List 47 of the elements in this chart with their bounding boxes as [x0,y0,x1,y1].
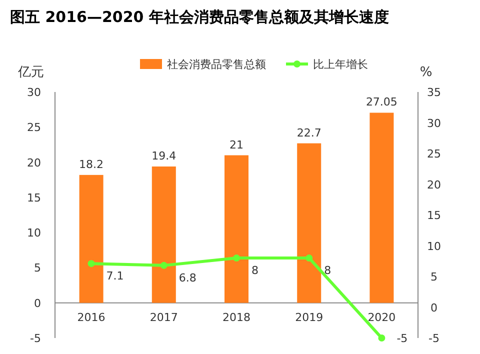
y2-tick-label: 5 [430,270,438,284]
bar [79,174,104,303]
legend-label: 比上年增长 [313,58,368,71]
data-label: 21 [230,138,244,152]
y-tick-label: 15 [27,191,41,204]
data-label: 27.05 [366,96,398,109]
chart-title: 图五 2016—2020 年社会消费品零售总额及其增长速度 [10,8,389,26]
data-label: -5 [396,332,408,345]
y-tick-label: 20 [27,156,41,170]
x-tick-label: 2016 [77,310,106,324]
bar [152,166,176,303]
y2-tick-label: 10 [427,240,441,253]
point [88,260,95,268]
bar [297,143,322,303]
y-tick-label: 0 [34,296,41,310]
y-axis-title: 亿元 [17,65,44,80]
y2-tick-label: 0 [430,301,438,314]
x-tick-label: 2020 [368,310,396,324]
y2-tick-label: 35 [427,86,441,99]
x-tick-label: 2018 [222,310,250,324]
y2-tick-label: 30 [427,116,441,130]
legend-label: 社会消费品零售总额 [167,58,266,71]
data-label: 7.1 [106,270,124,283]
y2-axis-title: % [420,65,432,80]
point [233,254,240,262]
y-tick-label: 5 [34,262,41,275]
data-label: 8 [252,264,258,278]
y2-tick-label: -5 [428,332,440,345]
y2-tick-label: 20 [427,178,441,192]
y-tick-label: 10 [27,226,41,240]
data-label: 8 [324,264,332,278]
x-tick-label: 2017 [150,310,178,324]
point [160,262,168,269]
point [306,254,313,262]
x-tick-label: 2019 [295,310,324,324]
y2-tick-label: 25 [427,148,441,160]
y2-tick-label: 15 [427,209,441,222]
y-tick-label: 25 [27,121,41,134]
bar [224,155,248,303]
data-label: 6.8 [178,271,196,284]
y-tick-label: -5 [30,332,41,345]
bar [370,112,394,303]
point [378,334,386,342]
y-tick-label: 30 [27,86,41,99]
data-label: 19.4 [152,150,176,163]
data-label: 18.2 [79,158,104,171]
data-label: 22.7 [296,126,322,140]
